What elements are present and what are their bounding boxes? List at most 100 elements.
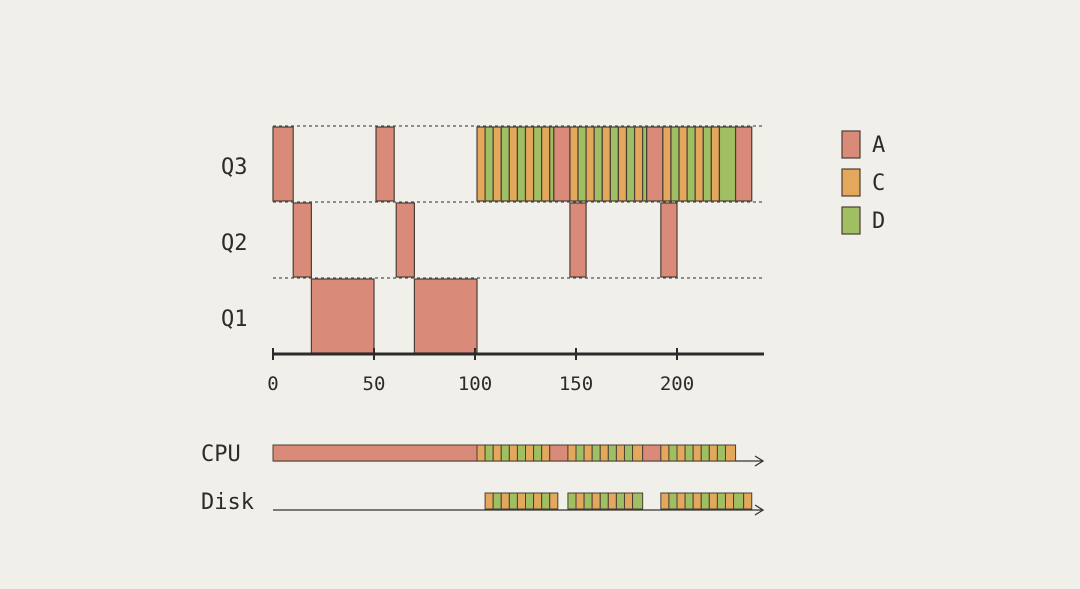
queue-slice-q3-c (662, 126, 672, 202)
queue-slice-q3-c (476, 126, 486, 202)
axis-tick-label: 50 (363, 373, 386, 395)
queue-slice-q3-d (593, 126, 603, 202)
cpu-segment-c (632, 444, 644, 462)
disk-segment-c (676, 492, 686, 510)
disk-segment-d (632, 492, 644, 510)
legend-swatch-d (841, 206, 861, 235)
legend-swatch-a (841, 130, 861, 159)
cpu-arrow-icon (754, 455, 765, 467)
queue-slice-q2-a (395, 202, 416, 278)
axis-ticks: 0 50 100 150 200 (267, 348, 694, 395)
cpu-segment-a (549, 444, 569, 462)
cpu-segment-c (708, 444, 718, 462)
queue-slice-q3-a (734, 126, 753, 202)
queue-label-q2: Q2 (221, 231, 248, 256)
disk-segment-c (500, 492, 510, 510)
disk-segment-c (660, 492, 670, 510)
queue-slice-q3-d (532, 126, 543, 202)
queue-slice-q3-d (642, 126, 648, 202)
queue-slice-q3-c (508, 126, 519, 202)
disk-segment-d (716, 492, 726, 510)
queue-slice-q3-d (549, 126, 555, 202)
cpu-segment-d (700, 444, 710, 462)
cpu-segment-d (575, 444, 585, 462)
disk-segment-c (724, 492, 735, 510)
queue-slice-q3-d (577, 126, 587, 202)
queue-slice-q3-d (516, 126, 527, 202)
queue-slice-q3-d (702, 126, 712, 202)
queue-slice-q3-c (601, 126, 611, 202)
disk-segment-c (533, 492, 543, 510)
cpu-segment-c (476, 444, 486, 462)
cpu-segment-c (692, 444, 702, 462)
disk-segment-d (525, 492, 535, 510)
queue-slice-q2-a (660, 202, 678, 278)
queue-slice-q3-c (541, 126, 551, 202)
queue-slice-q3-d (609, 126, 620, 202)
queue-slice-q3-c (492, 126, 502, 202)
queue-slice-q3-c (524, 126, 535, 202)
cpu-segment-d (516, 444, 526, 462)
queue-slice-q3-d (686, 126, 696, 202)
cpu-segment-c (567, 444, 577, 462)
queue-slice-q3-a (375, 126, 395, 202)
disk-segment-d (700, 492, 710, 510)
cpu-label: CPU (201, 442, 241, 467)
cpu-segment-c (724, 444, 737, 462)
disk-segment-d (492, 492, 502, 510)
cpu-segment-c (660, 444, 670, 462)
queue-slice-q3-d (670, 126, 680, 202)
disk-segment-d (599, 492, 609, 510)
queue-label-q1: Q1 (221, 307, 248, 332)
queue-slice-q2-a (569, 202, 587, 278)
cpu-segment-d (684, 444, 694, 462)
queue-slice-q3-d (500, 126, 510, 202)
disk-segment-c (708, 492, 718, 510)
legend-label-a: A (872, 133, 885, 158)
disk-segment-d (615, 492, 625, 510)
cpu-segment-c (541, 444, 551, 462)
axis-tick-label: 200 (660, 373, 694, 395)
queue-slice-q3-d (718, 126, 737, 202)
queue-slice-q3-a (553, 126, 571, 202)
queue-slice-q3-c (633, 126, 644, 202)
cpu-segment-d (607, 444, 617, 462)
cpu-timeline (272, 444, 765, 467)
legend: ACD (841, 130, 885, 235)
disk-segment-c (743, 492, 753, 510)
queue-slice-q3-c (617, 126, 628, 202)
legend-swatch-c (841, 168, 861, 197)
disk-segment-c (484, 492, 494, 510)
queue-slice-q3-c (585, 126, 595, 202)
disk-segment-c (549, 492, 559, 510)
disk-segment-d (668, 492, 678, 510)
disk-segment-c (692, 492, 702, 510)
disk-timeline (273, 492, 765, 516)
cpu-segment-c (583, 444, 593, 462)
queue-slices (272, 126, 753, 354)
disk-segment-d (733, 492, 745, 510)
cpu-segment-a (642, 444, 662, 462)
cpu-segment-d (668, 444, 678, 462)
queue-slice-q3-d (625, 126, 636, 202)
queue-slice-q3-a (646, 126, 664, 202)
disk-segment-d (567, 492, 577, 510)
cpu-segment-c (615, 444, 625, 462)
cpu-segment-c (599, 444, 609, 462)
disk-segment-c (623, 492, 634, 510)
queue-slice-q3-a (272, 126, 294, 202)
legend-label-d: D (872, 209, 885, 234)
disk-segment-d (508, 492, 518, 510)
axis-tick-label: 100 (458, 373, 492, 395)
cpu-segment-d (500, 444, 510, 462)
cpu-segment-c (525, 444, 535, 462)
queue-slice-q2-a (292, 202, 312, 278)
disk-segment-d (583, 492, 593, 510)
cpu-segment-c (676, 444, 686, 462)
queue-slice-q3-d (484, 126, 494, 202)
disk-segment-c (607, 492, 617, 510)
queue-label-q3: Q3 (221, 155, 248, 180)
disk-arrow-icon (754, 504, 765, 516)
queue-slice-q1-a (413, 278, 478, 354)
